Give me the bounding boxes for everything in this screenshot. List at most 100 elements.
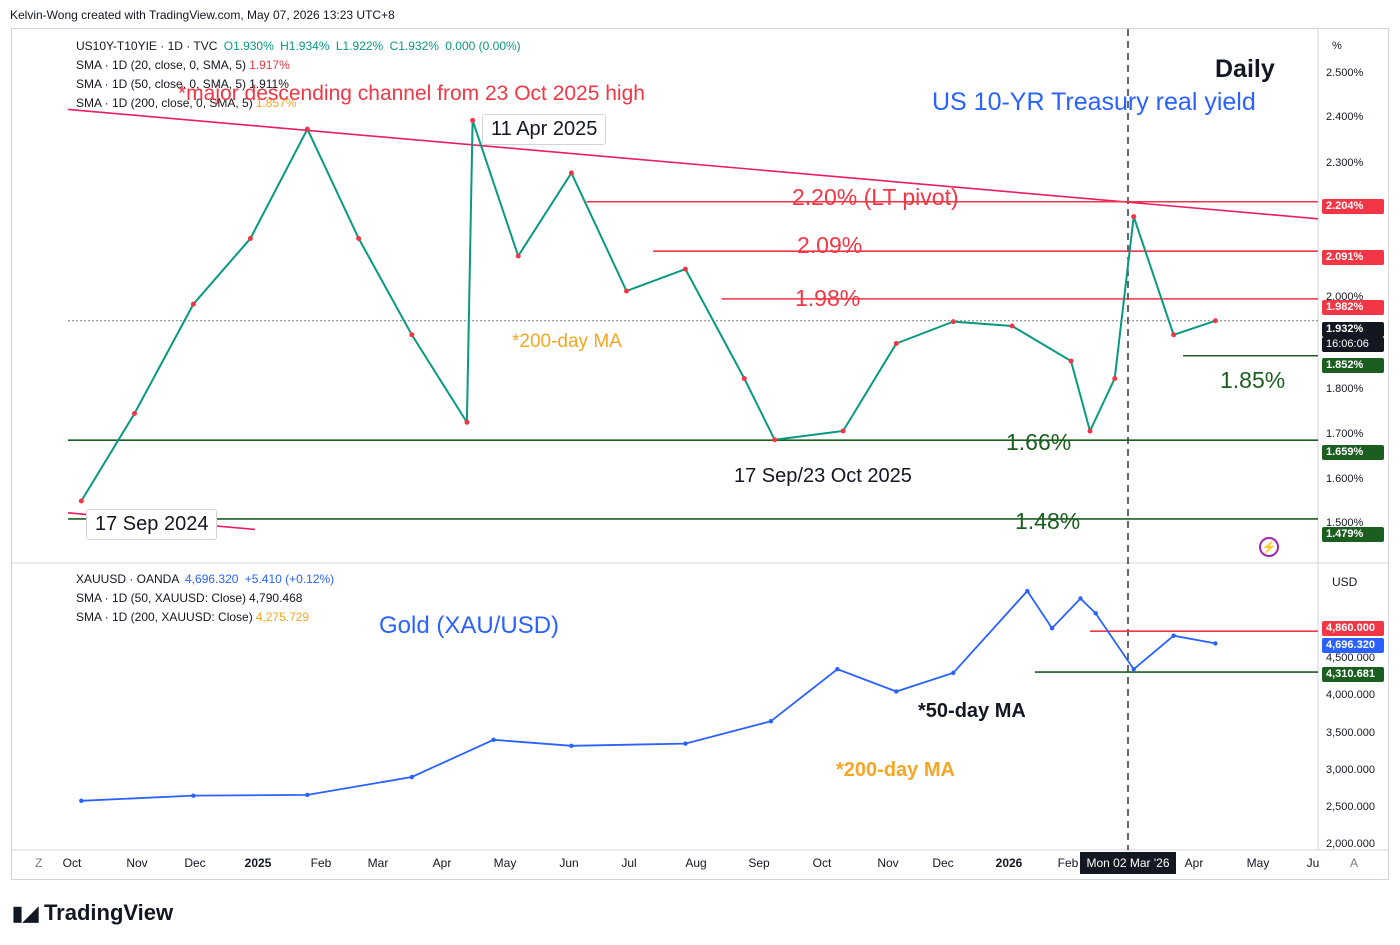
- gold-data-point: [683, 741, 688, 746]
- yield-data-point: [464, 419, 470, 425]
- top-chart-title: US 10-YR Treasury real yield: [932, 88, 1256, 116]
- gold-series-line: [81, 589, 1216, 802]
- yield-data-point: [1171, 332, 1177, 338]
- gold-data-point: [1131, 666, 1136, 672]
- bottom-axis-tick: 4,500.000: [1326, 652, 1375, 664]
- lightning-icon[interactable]: ⚡: [1259, 537, 1279, 557]
- yield-data-point: [247, 236, 253, 241]
- ma50-annotation-bottom: *50-day MA: [918, 700, 1026, 722]
- gold-data-point: [768, 719, 774, 724]
- top-sma50-line[interactable]: SMA · 1D (50, close, 0, SMA, 5) 1.911%: [76, 75, 521, 94]
- gold-data-point: [1171, 633, 1176, 638]
- gold-data-point: [1049, 626, 1055, 631]
- yield-data-point: [1112, 376, 1118, 381]
- channel-annotation: *major descending channel from 23 Oct 20…: [178, 82, 645, 105]
- yield-data-point: [515, 253, 521, 259]
- x-axis-label: Mar: [367, 856, 389, 870]
- gold-sma50-label: SMA · 1D (50, XAUUSD: Close): [76, 591, 247, 605]
- sma200-label: SMA · 1D (200, close, 0, SMA, 5): [76, 96, 253, 110]
- gold-sma200-label: SMA · 1D (200, XAUUSD: Close): [76, 610, 253, 624]
- top-axis-tick: 1.800%: [1326, 383, 1364, 395]
- gold-data-point: [409, 774, 415, 780]
- channel-upper-line: [67, 108, 1319, 220]
- auto-scale-button[interactable]: A: [1350, 856, 1359, 870]
- ma200-annotation-bottom: *200-day MA: [836, 759, 955, 781]
- tag-countdown: 16:06:06: [1322, 337, 1384, 352]
- top-change: 0.000 (0.00%): [445, 39, 521, 53]
- top-open: O1.930%: [223, 39, 274, 53]
- bottom-chart-title: Gold (XAU/USD): [379, 612, 560, 639]
- top-symbol[interactable]: US10Y-T10YIE · 1D · TVC: [76, 39, 218, 53]
- yield-data-point: [624, 288, 630, 294]
- top-axis-tick: 1.500%: [1326, 517, 1364, 529]
- top-sma20-line[interactable]: SMA · 1D (20, close, 0, SMA, 5) 1.917%: [76, 56, 521, 75]
- x-axis-label: Oct: [812, 856, 832, 870]
- tag-2-204: 2.204%: [1322, 199, 1384, 214]
- tag-1-982: 1.982%: [1322, 300, 1384, 315]
- x-axis-label: Jul: [621, 856, 637, 870]
- x-axis-label: Sep: [748, 856, 770, 870]
- tag-4310: 4,310.681: [1322, 667, 1384, 682]
- yield-data-point: [409, 332, 415, 338]
- tag-1-852: 1.852%: [1322, 358, 1384, 373]
- x-axis-label: Apr: [432, 856, 452, 870]
- top-unit-label: %: [1332, 40, 1342, 52]
- sma20-value: 1.917%: [249, 58, 290, 72]
- crosshair-date-label: Mon 02 Mar '26: [1080, 852, 1176, 874]
- r198-label: 1.98%: [795, 285, 861, 311]
- x-axis-label: 2025: [244, 856, 272, 870]
- bottom-axis-tick: 4,000.000: [1326, 689, 1375, 701]
- daily-label: Daily: [1215, 55, 1275, 83]
- x-axis-label: May: [493, 856, 517, 870]
- callout-17-sep-2024: 17 Sep 2024: [86, 509, 218, 540]
- tag-2-091: 2.091%: [1322, 250, 1384, 265]
- x-axis-label: Dec: [184, 856, 206, 870]
- sma200-value: 1.857%: [255, 96, 297, 110]
- yield-data-point: [1087, 428, 1093, 434]
- top-close: C1.932%: [389, 39, 439, 53]
- top-axis-tick: 2.300%: [1326, 157, 1364, 169]
- yield-data-point: [356, 236, 362, 241]
- yield-data-point: [304, 126, 310, 132]
- x-axis-label: May: [1246, 856, 1270, 870]
- sma20-label: SMA · 1D (20, close, 0, SMA, 5): [76, 58, 247, 72]
- sma50-value: 1.911%: [249, 77, 289, 91]
- tag-current-price: 1.932%: [1322, 322, 1384, 337]
- gold-data-point: [569, 743, 574, 748]
- bottom-change: +5.410 (+0.12%): [244, 572, 335, 586]
- yield-data-point: [470, 117, 476, 123]
- tag-1-479: 1.479%: [1322, 527, 1384, 542]
- bottom-symbol[interactable]: XAUUSD · OANDA: [76, 572, 179, 586]
- x-axis-label: Ju: [1306, 856, 1320, 870]
- sma50-label: SMA · 1D (50, close, 0, SMA, 5): [76, 77, 247, 91]
- yield-data-point: [772, 437, 778, 443]
- yield-data-point: [840, 428, 846, 434]
- top-axis-tick: 1.600%: [1326, 473, 1364, 485]
- gold-data-point: [191, 793, 196, 798]
- gold-data-point: [1093, 611, 1098, 616]
- gold-data-point: [1025, 588, 1030, 594]
- zoom-reset-button[interactable]: Z: [35, 856, 43, 870]
- top-axis-tick: 2.500%: [1326, 67, 1364, 79]
- yield-data-point: [1009, 323, 1015, 329]
- yield-data-point: [682, 266, 688, 272]
- x-axis-label: 2026: [995, 856, 1023, 870]
- x-axis-label: Nov: [877, 856, 899, 870]
- top-axis-tick: 1.700%: [1326, 428, 1364, 440]
- gold-sma50-value: 4,790.468: [249, 591, 303, 605]
- yield-data-point: [893, 341, 899, 346]
- bottom-legend: XAUUSD · OANDA 4,696.320 +5.410 (+0.12%)…: [76, 570, 334, 627]
- s148-label: 1.48%: [1015, 508, 1081, 534]
- top-sma200-line[interactable]: SMA · 1D (200, close, 0, SMA, 5) 1.857%: [76, 94, 521, 113]
- bottom-sma200-line[interactable]: SMA · 1D (200, XAUUSD: Close) 4,275.729: [76, 608, 334, 627]
- s185-label: 1.85%: [1220, 367, 1286, 393]
- gold-data-point: [491, 737, 496, 743]
- bottom-sma50-line[interactable]: SMA · 1D (50, XAUUSD: Close) 4,790.468: [76, 589, 334, 608]
- x-axis-label: Nov: [126, 856, 148, 870]
- bottom-axis-tick: 3,000.000: [1326, 764, 1375, 776]
- bottom-axis-tick: 2,000.000: [1326, 838, 1375, 850]
- tradingview-logo: ▮◢ TradingView: [12, 900, 173, 926]
- bottom-symbol-line: XAUUSD · OANDA 4,696.320 +5.410 (+0.12%): [76, 570, 334, 589]
- yield-data-point: [78, 498, 84, 504]
